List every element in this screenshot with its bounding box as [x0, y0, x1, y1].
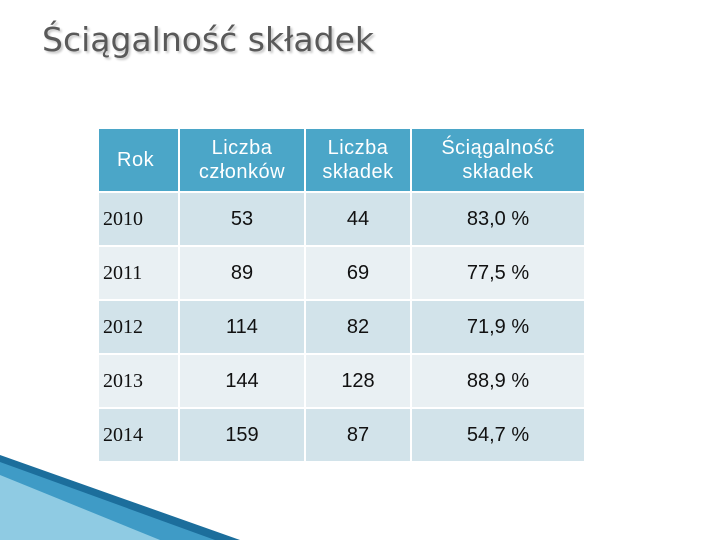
table-row: 2012 114 82 71,9 %	[97, 299, 586, 355]
table-cell: 44	[304, 191, 412, 247]
table-cell: 71,9 %	[410, 299, 586, 355]
slide-title: Ściągalność składek	[42, 20, 375, 59]
table-row: 2011 89 69 77,5 %	[97, 245, 586, 301]
year-cell: 2014	[97, 407, 180, 463]
table-cell: 83,0 %	[410, 191, 586, 247]
column-header: Ściągalność składek	[410, 127, 586, 193]
year-cell: 2013	[97, 353, 180, 409]
table-cell: 54,7 %	[410, 407, 586, 463]
column-header: Liczba składek	[304, 127, 412, 193]
year-cell: 2012	[97, 299, 180, 355]
data-table: Rok Liczba członków Liczba składek Ściągaln…	[97, 127, 586, 463]
table-cell: 53	[178, 191, 306, 247]
year-cell: 2010	[97, 191, 180, 247]
table-row: 2013 144 128 88,9 %	[97, 353, 586, 409]
table-cell: 69	[304, 245, 412, 301]
table-cell: 114	[178, 299, 306, 355]
table-cell: 87	[304, 407, 412, 463]
column-header: Rok	[97, 127, 180, 193]
table-row: 2014 159 87 54,7 %	[97, 407, 586, 463]
table-cell: 82	[304, 299, 412, 355]
swoosh	[0, 475, 160, 540]
table-cell: 144	[178, 353, 306, 409]
header-row: Rok Liczba członków Liczba składek Ściągaln…	[97, 127, 586, 193]
year-cell: 2011	[97, 245, 180, 301]
column-header: Liczba członków	[178, 127, 306, 193]
table-cell: 159	[178, 407, 306, 463]
table-cell: 88,9 %	[410, 353, 586, 409]
table-row: 2010 53 44 83,0 %	[97, 191, 586, 247]
table-cell: 77,5 %	[410, 245, 586, 301]
table-cell: 89	[178, 245, 306, 301]
table-cell: 128	[304, 353, 412, 409]
